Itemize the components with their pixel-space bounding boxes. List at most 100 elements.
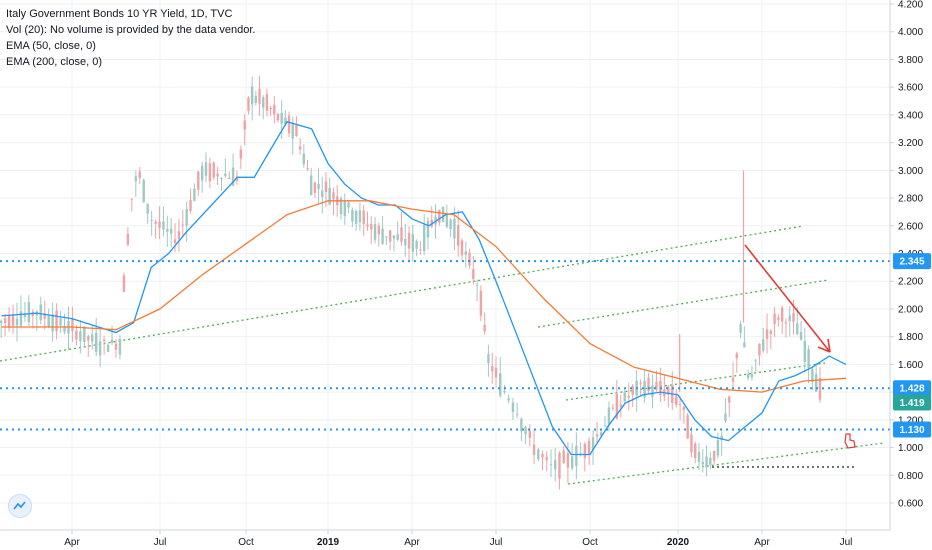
- price-tag-label: 1.419: [899, 398, 924, 409]
- candle-body: [619, 404, 622, 407]
- y-tick-label: 0.800: [898, 471, 923, 482]
- candle-body: [347, 202, 350, 208]
- candle-body: [366, 224, 369, 227]
- candle-body: [491, 366, 494, 372]
- candle-body: [762, 339, 765, 351]
- candle-body: [487, 354, 490, 364]
- candle-body: [792, 313, 795, 322]
- candle-body: [373, 224, 377, 240]
- tradingview-logo-icon[interactable]: [8, 494, 32, 518]
- x-tick-label: 2020: [667, 537, 690, 548]
- candle-body: [332, 192, 335, 200]
- candle-body: [631, 385, 634, 395]
- candle-body: [385, 236, 388, 238]
- candle-body: [204, 162, 208, 176]
- candle-body: [520, 418, 523, 432]
- y-tick-label: 2.600: [898, 221, 923, 232]
- candle-body: [807, 349, 810, 369]
- price-tag-bg: [893, 380, 931, 397]
- candle-body: [694, 443, 697, 458]
- candle-body: [173, 239, 177, 243]
- candle-body: [507, 398, 510, 401]
- candle-body: [239, 149, 243, 159]
- candle-body: [667, 386, 670, 395]
- candles: [0, 75, 822, 490]
- candle-body: [197, 171, 200, 190]
- legend-volume: Vol (20): No volume is provided by the d…: [6, 24, 256, 36]
- x-tick-label: Oct: [582, 537, 598, 548]
- candle-body: [269, 107, 272, 110]
- candle-body: [3, 318, 7, 324]
- candle-body: [464, 251, 467, 255]
- candle-body: [651, 385, 654, 397]
- hand-shape: [844, 433, 856, 449]
- candle-body: [611, 407, 615, 409]
- candle-body: [591, 437, 595, 450]
- y-axis: 4.200 4.000 3.800 3.600 3.400 3.200 3.000 2.800…: [889, 0, 923, 530]
- channel-line: [0, 225, 804, 362]
- candle-body: [224, 173, 227, 176]
- candle-body: [87, 336, 90, 341]
- y-tick-label: 2.000: [898, 304, 923, 315]
- price-tags: 2.345 1.428 1.419 1.130: [893, 253, 931, 438]
- trend-line: [744, 244, 831, 353]
- candle-body: [690, 434, 693, 453]
- candle-body: [460, 240, 464, 256]
- y-tick-label: 3.400: [898, 110, 923, 121]
- candle-body: [158, 221, 161, 228]
- channel-line: [567, 442, 885, 485]
- candle-body: [537, 449, 540, 460]
- candle-body: [339, 198, 343, 215]
- candle-body: [71, 319, 74, 332]
- candle-body: [27, 302, 31, 323]
- candle-body: [818, 377, 822, 400]
- candle-body: [79, 331, 82, 342]
- candle-body: [280, 112, 283, 124]
- y-tick-label: 0.600: [898, 499, 923, 510]
- candle-body: [95, 332, 98, 352]
- candle-body: [47, 316, 50, 327]
- candle-body: [731, 377, 735, 382]
- candle-body: [231, 167, 235, 186]
- candle-body: [769, 330, 773, 334]
- ema-lines: [1, 121, 847, 456]
- y-tick-label: 1.200: [898, 415, 923, 426]
- candle-body: [142, 179, 145, 202]
- y-tick-label: 2.800: [898, 194, 923, 205]
- x-tick-label: 2019: [317, 537, 340, 548]
- candle-body: [788, 315, 791, 321]
- horizontal-levels: [0, 260, 890, 431]
- price-tag: 1.428: [893, 380, 931, 397]
- candle-body: [404, 238, 407, 246]
- candle-body: [321, 190, 324, 198]
- candle-body: [39, 304, 42, 321]
- channel-line: [565, 362, 826, 401]
- candle-body: [91, 334, 94, 342]
- candle-body: [193, 188, 196, 201]
- candle-body: [162, 221, 165, 230]
- price-tag-bg: [893, 253, 931, 270]
- candle-body: [583, 443, 587, 459]
- candle-body: [811, 368, 814, 383]
- candle-body: [181, 224, 184, 226]
- y-tick-label: 4.200: [898, 0, 923, 11]
- y-tick-label: 4.000: [898, 27, 923, 38]
- candle-body: [19, 311, 23, 326]
- candle-body: [313, 182, 317, 193]
- candle-body: [441, 206, 445, 222]
- candle-body: [468, 252, 471, 266]
- candle-body: [724, 413, 727, 422]
- y-tick-label: 1.800: [898, 332, 923, 343]
- candle-body: [407, 232, 411, 249]
- candle-body: [549, 464, 553, 466]
- candle-body: [392, 235, 396, 239]
- candle-body: [118, 339, 122, 355]
- candle-body: [343, 201, 346, 217]
- candle-body: [494, 367, 498, 378]
- candle-body: [106, 345, 110, 352]
- candle-body: [200, 165, 204, 181]
- candle-body: [720, 435, 723, 440]
- candle-body: [475, 284, 479, 286]
- price-tag-label: 2.345: [899, 257, 924, 268]
- x-tick-label: Jul: [490, 537, 503, 548]
